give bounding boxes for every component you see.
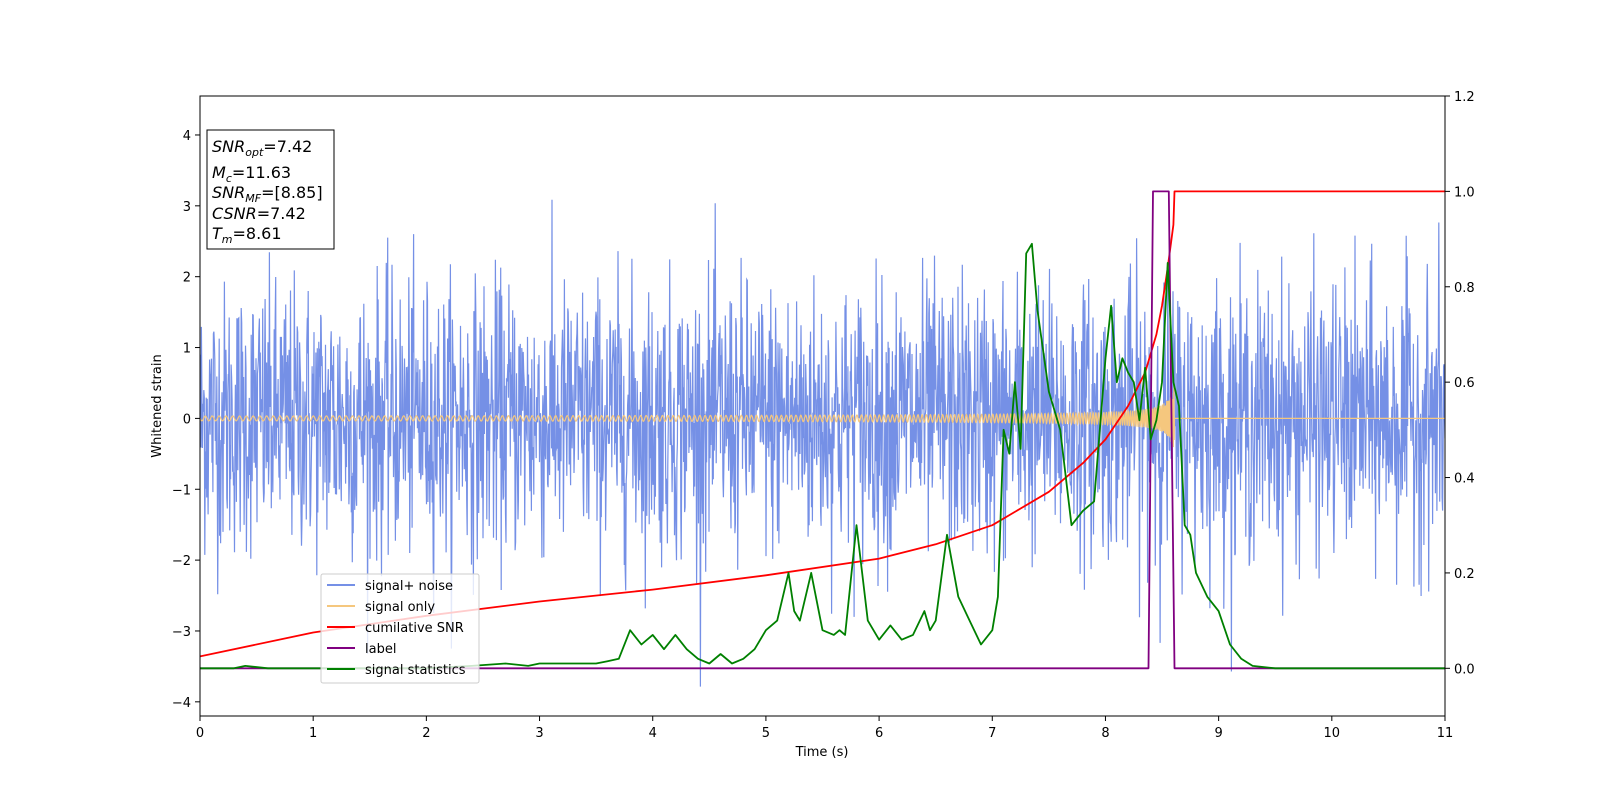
x-tick-label: 5 — [762, 726, 770, 741]
x-tick-label: 6 — [875, 726, 883, 741]
y-axis-label: Whitened strain — [150, 354, 165, 457]
y2-tick-label: 0.4 — [1454, 472, 1475, 487]
annotation-frame — [206, 129, 335, 250]
legend-label-label: label — [365, 642, 396, 657]
y2-tick-label: 1.2 — [1454, 90, 1475, 105]
y-tick-label: −1 — [172, 483, 191, 498]
signal-only-line — [200, 384, 1445, 448]
series-signal-only — [200, 384, 1445, 448]
y2-tick-label: 0.6 — [1454, 376, 1475, 391]
x-tick-label: 10 — [1324, 726, 1341, 741]
signal-noise-line — [200, 199, 1445, 687]
y-axis-right: 0.0 0.2 0.4 0.6 0.8 1.0 1.2 — [1445, 90, 1475, 677]
legend-label-signal-noise: signal+ noise — [365, 579, 453, 594]
series-signal-noise — [200, 199, 1445, 687]
legend-label-signal-only: signal only — [365, 600, 435, 615]
x-tick-label: 11 — [1437, 726, 1454, 741]
y2-tick-label: 0.0 — [1454, 662, 1475, 677]
y-tick-label: 0 — [183, 412, 191, 427]
annotation-tm: Tm=8.61 — [212, 224, 282, 246]
y-tick-label: −3 — [172, 625, 191, 640]
x-tick-label: 4 — [649, 726, 657, 741]
y-tick-label: −4 — [172, 696, 191, 711]
x-tick-label: 3 — [535, 726, 543, 741]
legend: signal+ noise signal only cumilative SNR… — [320, 573, 480, 684]
label-line — [200, 190, 1445, 670]
y2-tick-label: 0.2 — [1454, 567, 1475, 582]
annotation-csnr: CSNR=7.42 — [212, 204, 306, 223]
annotation-box: SNRopt=7.42 Mc=11.63 SNRMF=[8.85] CSNR=7… — [206, 129, 335, 250]
x-tick-label: 0 — [196, 726, 204, 741]
y-tick-label: 1 — [183, 342, 191, 357]
annotation-snr-mf: SNRMF=[8.85] — [212, 183, 323, 205]
x-tick-label: 9 — [1214, 726, 1222, 741]
x-tick-label: 7 — [988, 726, 996, 741]
y2-tick-label: 0.8 — [1454, 281, 1475, 296]
y-tick-label: 3 — [183, 200, 191, 215]
y-tick-label: 4 — [183, 129, 191, 144]
legend-frame — [320, 573, 480, 684]
legend-label-cumilative-snr: cumilative SNR — [365, 621, 464, 636]
annotation-snr-opt: SNRopt=7.42 — [212, 137, 312, 159]
right-axis-series — [200, 190, 1445, 670]
y2-tick-label: 1.0 — [1454, 185, 1475, 200]
y-tick-label: 2 — [183, 271, 191, 286]
cumilative-snr-line — [200, 190, 1445, 658]
x-tick-label: 1 — [309, 726, 317, 741]
y-axis-left: −4 −3 −2 −1 0 1 2 3 4 — [172, 129, 200, 711]
legend-label-signal-statistics: signal statistics — [365, 663, 466, 678]
plot-frame — [199, 95, 1446, 717]
x-tick-label: 2 — [422, 726, 430, 741]
y-tick-label: −2 — [172, 554, 191, 569]
x-tick-label: 8 — [1101, 726, 1109, 741]
annotation-mc: Mc=11.63 — [212, 163, 291, 185]
x-axis-label: Time (s) — [795, 745, 849, 760]
signal-statistics-line — [200, 242, 1445, 670]
x-axis: 0 1 2 3 4 5 6 7 8 9 10 11 — [196, 716, 1453, 741]
